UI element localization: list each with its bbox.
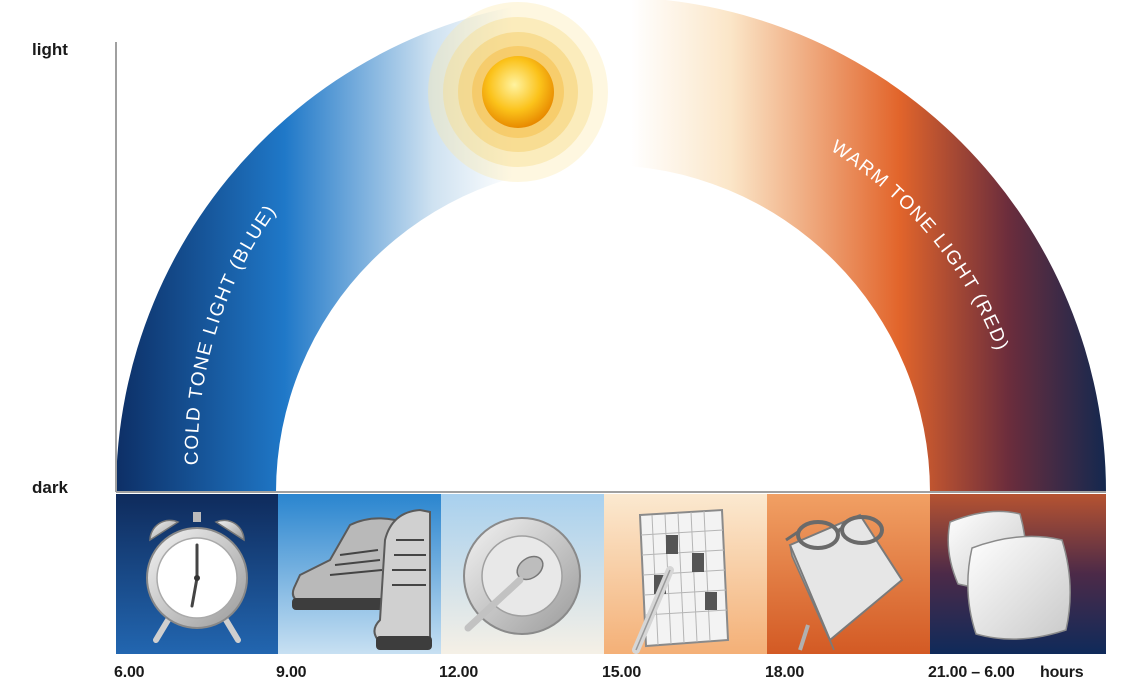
- light-arc-band: [116, 0, 1106, 492]
- crossword-pencil-icon: [632, 508, 730, 654]
- x-axis-unit: hours: [1040, 664, 1084, 681]
- x-tick-label: 15.00: [602, 664, 642, 681]
- sun-icon: [428, 2, 608, 182]
- y-axis-bottom-label: dark: [32, 478, 68, 497]
- x-tick-label: 18.00: [765, 664, 805, 681]
- x-tick-label: 6.00: [114, 664, 145, 681]
- x-tick-label: 21.00 – 6.00: [928, 664, 1015, 681]
- hiking-boots-icon: [291, 508, 432, 650]
- x-tick-label: 9.00: [276, 664, 307, 681]
- plate-spoon-icon: [463, 517, 581, 635]
- y-axis-top-label: light: [32, 40, 68, 59]
- book-glasses-icon: [785, 513, 904, 651]
- pillows-icon: [947, 510, 1071, 640]
- x-tick-label: 12.00: [439, 664, 479, 681]
- alarm-clock-icon: [146, 512, 248, 643]
